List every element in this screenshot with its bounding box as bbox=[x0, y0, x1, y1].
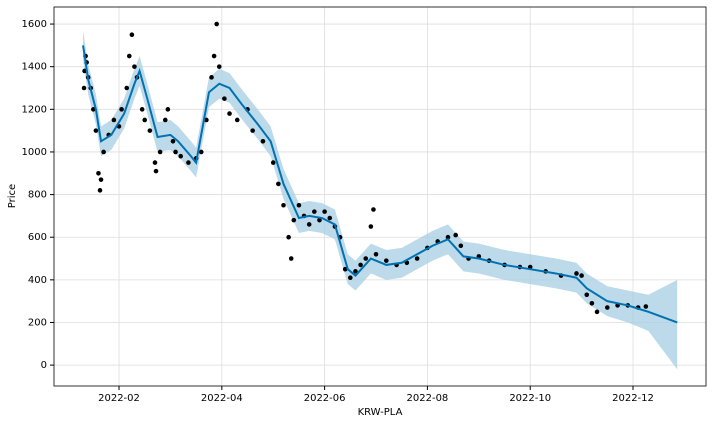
observation bbox=[317, 217, 322, 223]
observation bbox=[139, 107, 145, 112]
observation bbox=[204, 117, 209, 123]
observation bbox=[162, 117, 168, 123]
y-tick-label: 1000 bbox=[22, 147, 47, 158]
observation bbox=[111, 117, 117, 123]
observation bbox=[342, 266, 348, 272]
observation bbox=[260, 138, 266, 144]
y-axis-label: Price bbox=[7, 184, 18, 208]
observation bbox=[373, 251, 379, 257]
forecast-line bbox=[82, 45, 678, 324]
observation bbox=[574, 271, 579, 276]
observation bbox=[93, 128, 99, 133]
observation bbox=[643, 304, 649, 309]
observation bbox=[368, 224, 374, 229]
observation bbox=[234, 117, 240, 123]
observation bbox=[153, 168, 159, 174]
y-tick-label: 200 bbox=[28, 317, 47, 328]
observation bbox=[276, 181, 281, 187]
y-tick-label: 400 bbox=[28, 275, 47, 286]
observation bbox=[383, 258, 389, 263]
y-tick-label: 600 bbox=[28, 232, 47, 243]
y-tick-label: 1400 bbox=[22, 62, 47, 73]
observation bbox=[288, 256, 294, 261]
observation bbox=[216, 64, 222, 69]
observation bbox=[124, 85, 130, 91]
observation bbox=[371, 207, 376, 212]
x-tick-label: 2022-12 bbox=[612, 393, 654, 404]
observation bbox=[147, 128, 153, 133]
observation bbox=[173, 149, 178, 155]
plot-frame bbox=[53, 6, 707, 387]
observation bbox=[129, 32, 135, 38]
observation bbox=[594, 309, 600, 315]
observation bbox=[458, 243, 464, 249]
observation bbox=[327, 215, 333, 221]
x-tick-label: 2022-08 bbox=[407, 393, 449, 404]
observation bbox=[178, 153, 183, 159]
observation bbox=[142, 117, 148, 123]
y-tick-label: 1600 bbox=[22, 19, 47, 30]
x-axis-label: KRW-PLA bbox=[358, 407, 403, 418]
observation bbox=[358, 262, 363, 268]
uncertainty-band bbox=[83, 30, 678, 370]
observation bbox=[91, 107, 96, 112]
y-tick-label: 800 bbox=[28, 190, 47, 201]
observation bbox=[222, 96, 227, 101]
observation bbox=[98, 177, 104, 182]
observation bbox=[132, 64, 137, 69]
observation bbox=[589, 300, 595, 306]
observation bbox=[363, 256, 369, 261]
observation bbox=[353, 269, 358, 274]
observation bbox=[214, 21, 219, 27]
observation bbox=[286, 234, 291, 240]
observation bbox=[101, 149, 106, 155]
observation bbox=[96, 170, 101, 176]
observation bbox=[270, 160, 276, 165]
observation bbox=[211, 53, 217, 59]
observation bbox=[414, 256, 420, 261]
observation bbox=[291, 217, 297, 223]
observation bbox=[605, 305, 610, 310]
observation bbox=[296, 202, 302, 208]
observation bbox=[584, 292, 590, 298]
observation bbox=[198, 149, 204, 155]
observation bbox=[348, 275, 353, 281]
observation bbox=[157, 149, 163, 155]
observation bbox=[579, 273, 584, 278]
observation bbox=[126, 53, 132, 59]
observation bbox=[227, 111, 232, 116]
observation bbox=[152, 160, 158, 165]
observation bbox=[97, 188, 103, 193]
x-tick-label: 2022-02 bbox=[98, 393, 140, 404]
observation bbox=[170, 138, 176, 144]
observation bbox=[119, 107, 124, 112]
x-tick-label: 2022-06 bbox=[304, 393, 346, 404]
x-tick-label: 2022-04 bbox=[201, 393, 243, 404]
observation bbox=[445, 234, 451, 240]
y-tick-label: 0 bbox=[41, 360, 47, 371]
observation bbox=[250, 128, 255, 133]
observation bbox=[165, 107, 171, 112]
observation bbox=[322, 209, 327, 214]
observation bbox=[209, 75, 214, 80]
y-tick-label: 1200 bbox=[22, 104, 47, 115]
observation bbox=[312, 209, 317, 214]
observation bbox=[281, 202, 286, 208]
observation bbox=[306, 222, 312, 227]
observation bbox=[81, 85, 87, 91]
observation bbox=[186, 160, 191, 165]
observation bbox=[453, 232, 458, 238]
x-tick-label: 2022-10 bbox=[509, 393, 551, 404]
